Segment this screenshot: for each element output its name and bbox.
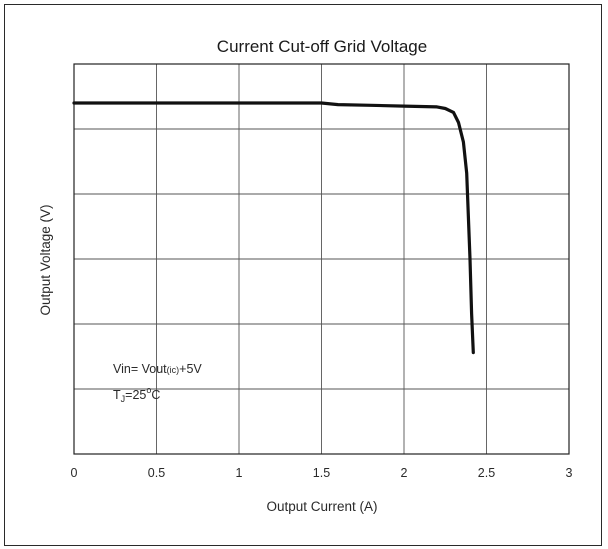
series-line [72,101,475,355]
annotation-vin-sub: (ic) [167,365,180,375]
x-tick-label: 1 [236,466,243,480]
annotation-tj-sub: J [121,394,126,404]
annotation-vin-rest: +5V [179,362,202,376]
annotation-tj: TJ=25oC [113,385,160,404]
x-tick-label: 2 [401,466,408,480]
annotation-tj-main: T [113,388,121,402]
annotation-vin-main: Vin= Vout [113,362,167,376]
chart-frame [4,4,602,546]
annotation-tj-value: =25 [125,388,146,402]
x-tick-label: 3 [566,466,573,480]
plot-area-border [73,63,570,455]
annotation-vin: Vin= Vout(ic)+5V [113,362,202,376]
x-tick-labels: 0 0.5 1 1.5 2 2.5 3 [71,466,573,480]
x-tick-label: 1.5 [313,466,330,480]
x-axis-label: Output Current (A) [266,499,377,514]
annotation-tj-sup: o [146,385,151,395]
x-tick-label: 0.5 [148,466,165,480]
grid [74,64,569,454]
annotation-tj-unit: C [151,388,160,402]
x-tick-label: 0 [71,466,78,480]
y-axis-label: Output Voltage (V) [38,204,53,315]
chart-title: Current Cut-off Grid Voltage [217,37,427,56]
x-tick-label: 2.5 [478,466,495,480]
